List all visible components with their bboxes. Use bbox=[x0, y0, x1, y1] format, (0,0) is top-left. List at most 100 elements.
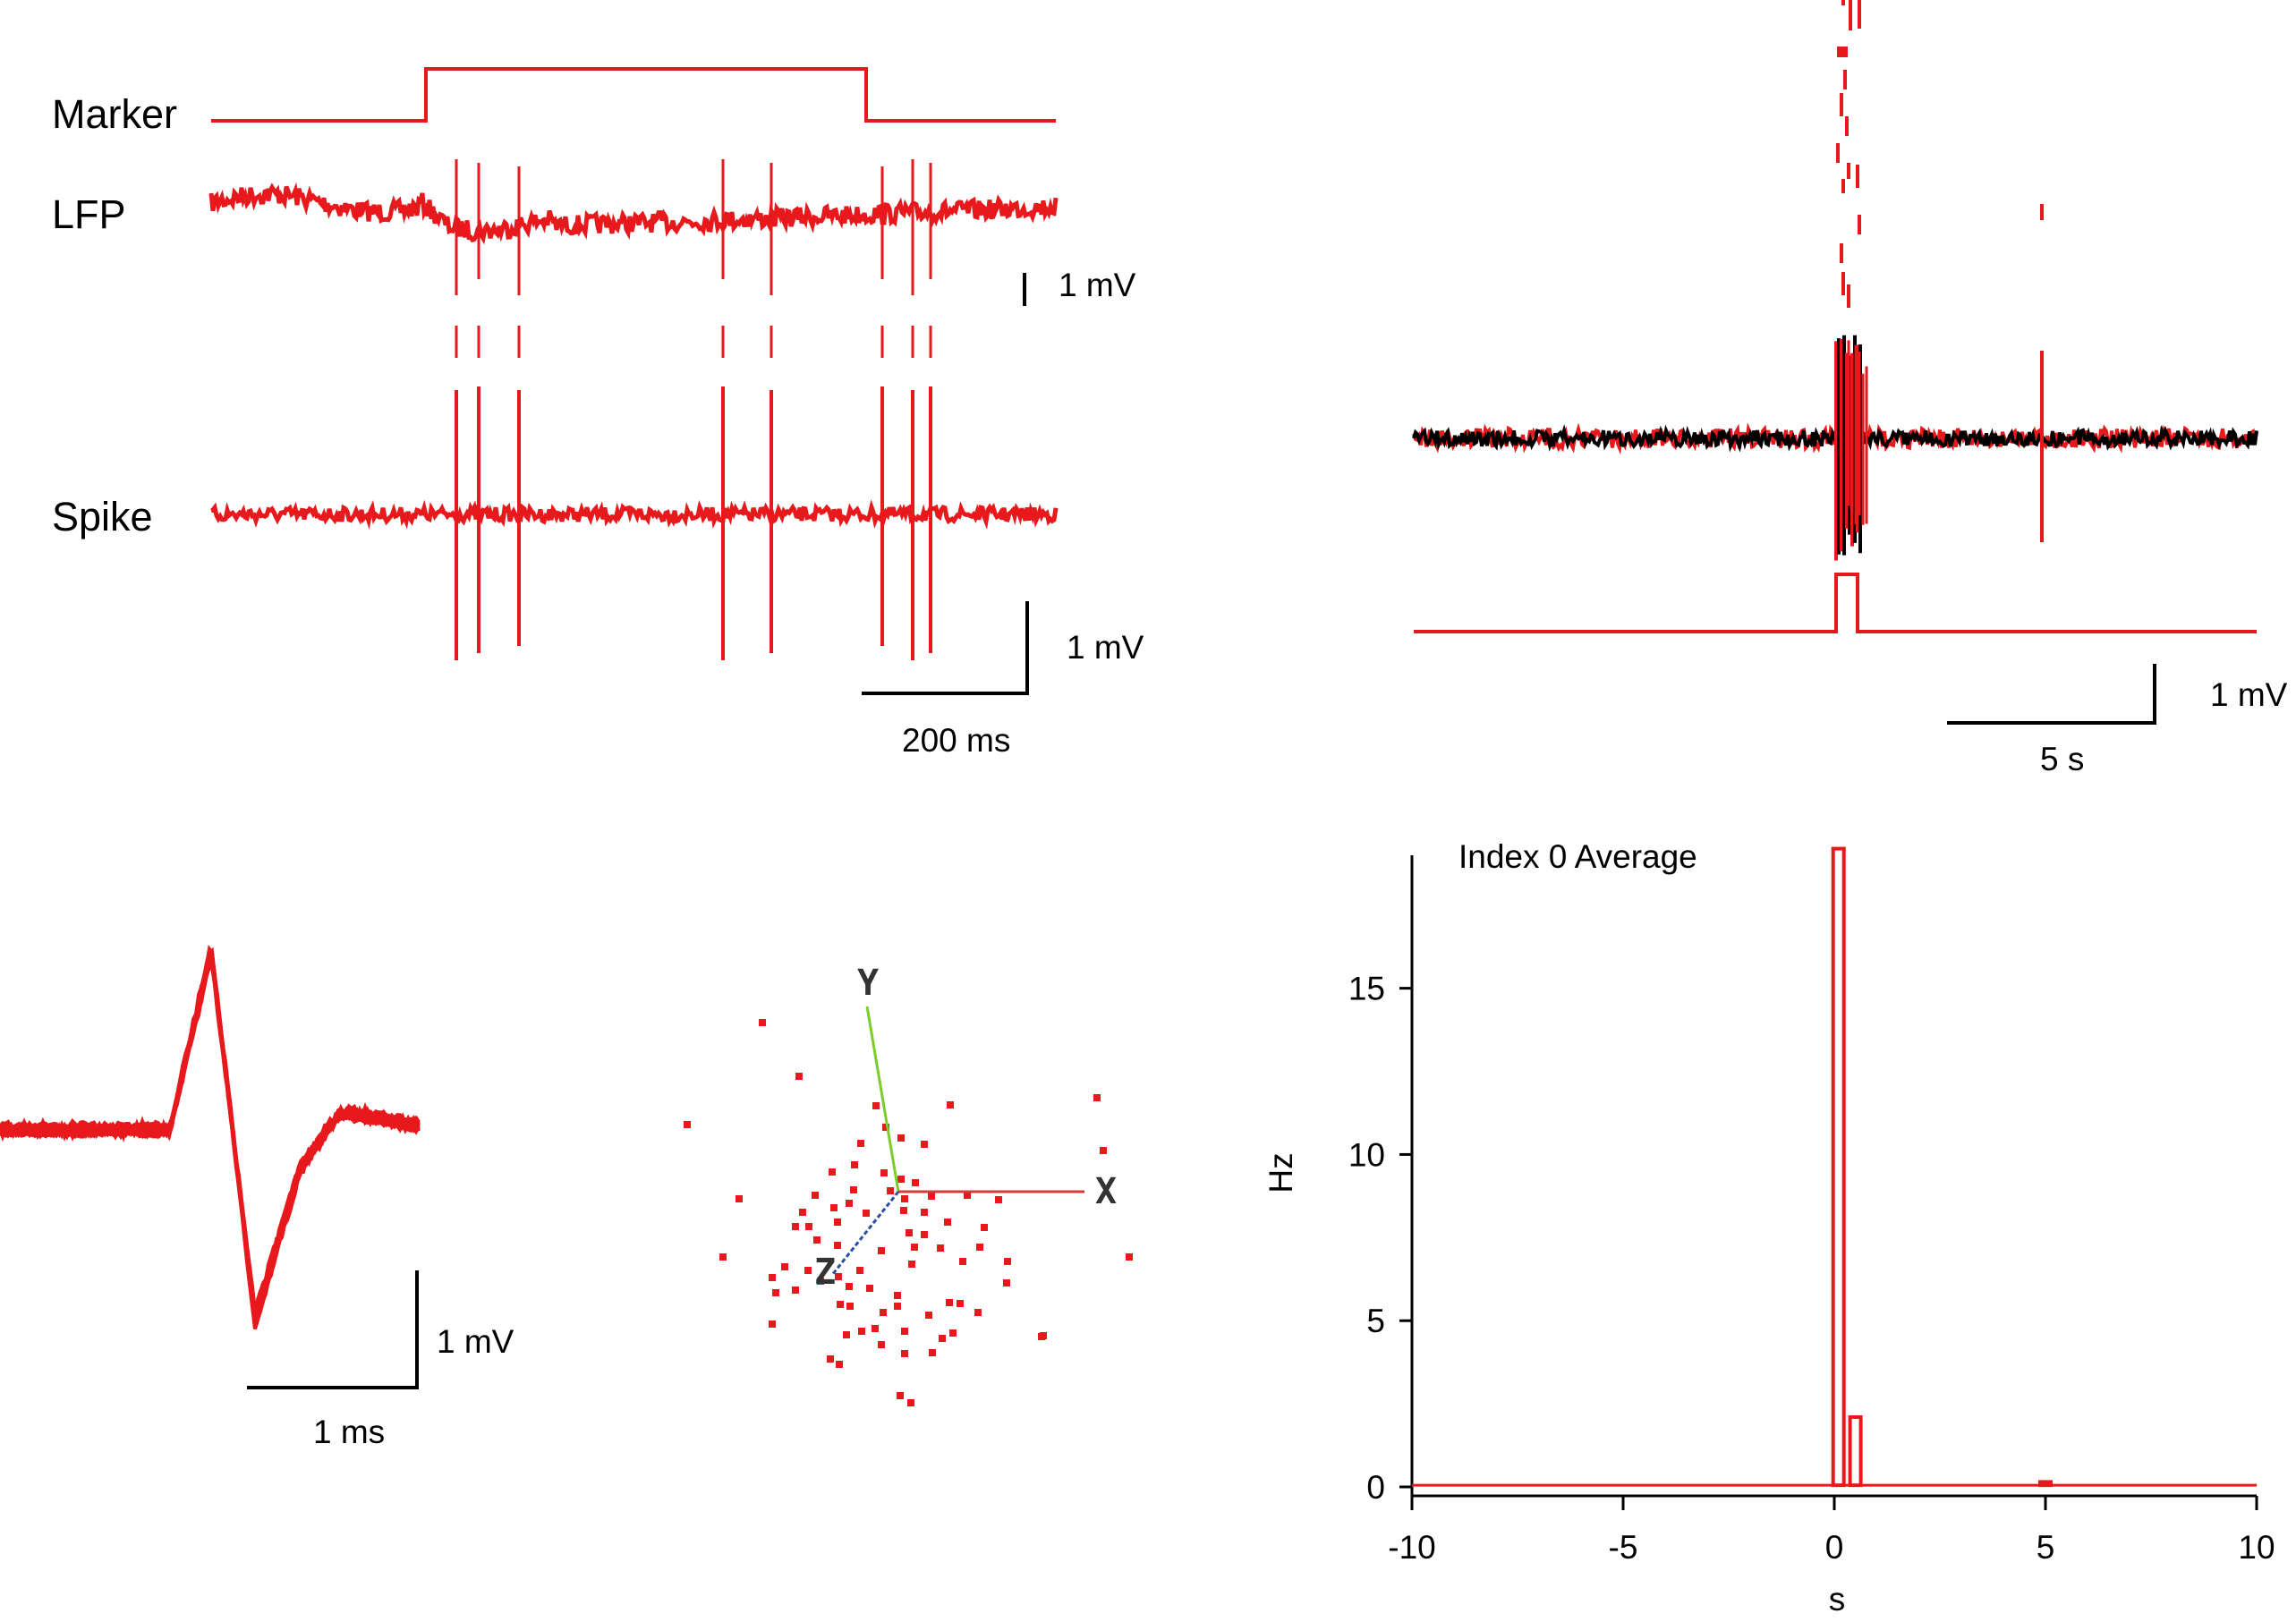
cluster-point bbox=[759, 1019, 766, 1026]
cluster-point bbox=[964, 1192, 971, 1199]
axis-z-label: Z bbox=[814, 1252, 836, 1293]
cluster-point bbox=[894, 1292, 901, 1299]
axis-y-line bbox=[865, 1006, 900, 1193]
cluster-point bbox=[846, 1283, 853, 1290]
cluster-point bbox=[887, 1187, 894, 1194]
psth-bar bbox=[2038, 1480, 2053, 1488]
axis-y-label: Y bbox=[857, 963, 879, 1004]
b-scale-v-label: 1 mV bbox=[2210, 676, 2288, 713]
cluster-point bbox=[872, 1325, 879, 1332]
c-scale-bar bbox=[247, 1270, 419, 1389]
spike-scale-bar bbox=[862, 601, 1029, 695]
raster-column bbox=[1836, 0, 1861, 308]
waveform bbox=[0, 957, 421, 1314]
cluster-point bbox=[925, 1312, 932, 1319]
cluster-point bbox=[901, 1195, 908, 1202]
y-axis-label: Hz bbox=[1263, 1152, 1299, 1193]
cluster-point bbox=[850, 1186, 857, 1193]
spike-scale-t-label: 200 ms bbox=[902, 722, 1010, 759]
raster-ticks bbox=[455, 326, 932, 358]
cluster-point bbox=[908, 1261, 915, 1268]
cluster-point bbox=[929, 1349, 936, 1356]
cluster-point bbox=[813, 1236, 821, 1244]
cluster-point bbox=[846, 1303, 854, 1310]
b-scale-bar bbox=[1947, 664, 2156, 725]
panel-b: 1 mV 5 s bbox=[1412, 0, 2288, 777]
marker-trace bbox=[211, 67, 1056, 123]
axis-x-label: X bbox=[1095, 1171, 1117, 1212]
lfp-scale-label: 1 mV bbox=[1059, 267, 1136, 303]
panel-a: Marker LFP Spike 1 mV 1 mV 200 ms bbox=[52, 67, 1144, 759]
cluster-point bbox=[921, 1209, 928, 1216]
cluster-point bbox=[805, 1223, 812, 1230]
cluster-point bbox=[921, 1231, 928, 1238]
cluster-point bbox=[1126, 1253, 1133, 1261]
cluster-point bbox=[901, 1350, 908, 1357]
y-tick-label: 5 bbox=[1366, 1303, 1385, 1339]
spike-scale-v-label: 1 mV bbox=[1067, 629, 1144, 666]
cluster-point bbox=[1100, 1147, 1107, 1154]
cluster-point bbox=[769, 1274, 776, 1281]
cluster-point bbox=[878, 1247, 885, 1254]
spike-lines bbox=[455, 386, 932, 660]
x-tick-label: 5 bbox=[2037, 1529, 2055, 1566]
burst-spikes bbox=[1834, 335, 1868, 561]
b-scale-t-label: 5 s bbox=[2040, 741, 2084, 777]
cluster-point bbox=[937, 1244, 944, 1252]
waveform bbox=[0, 949, 420, 1323]
cluster-point bbox=[880, 1309, 887, 1316]
cluster-point bbox=[900, 1207, 907, 1214]
cluster-point bbox=[921, 1141, 928, 1148]
cluster-point bbox=[834, 1242, 841, 1249]
cluster-point bbox=[878, 1341, 885, 1348]
waveform bbox=[0, 949, 421, 1329]
cluster-point bbox=[851, 1161, 858, 1168]
waveform bbox=[0, 958, 421, 1325]
cluster-point bbox=[995, 1196, 1002, 1203]
cluster-point bbox=[804, 1267, 812, 1274]
c-scale-v-label: 1 mV bbox=[437, 1323, 514, 1360]
cluster-point bbox=[959, 1258, 966, 1265]
cluster-point bbox=[792, 1287, 799, 1294]
cluster-point bbox=[894, 1303, 901, 1310]
cluster-point bbox=[944, 1219, 951, 1226]
cluster-points bbox=[684, 1019, 1133, 1406]
cluster-point bbox=[866, 1285, 873, 1292]
cluster-point bbox=[897, 1176, 905, 1183]
x-axis-label: s bbox=[1829, 1581, 1846, 1618]
cluster-point bbox=[781, 1263, 788, 1270]
cluster-point bbox=[856, 1267, 863, 1274]
cluster-point bbox=[1093, 1094, 1101, 1101]
waveform bbox=[0, 957, 421, 1319]
cluster-point bbox=[837, 1301, 844, 1308]
cluster-point bbox=[772, 1289, 779, 1296]
psth-bar bbox=[1848, 1414, 1863, 1488]
chart-bars bbox=[1412, 846, 2257, 1488]
panel-e: Index 0 Average 0 5 10 15 -10 -5 0 5 10 Hz s bbox=[1263, 838, 2275, 1618]
cluster-point bbox=[829, 1168, 836, 1176]
waveform bbox=[0, 952, 421, 1329]
cluster-point bbox=[834, 1219, 841, 1226]
cluster-point bbox=[846, 1200, 853, 1207]
cluster-point bbox=[719, 1253, 727, 1261]
lfp-spike-lines bbox=[455, 159, 932, 295]
cluster-point bbox=[857, 1140, 864, 1147]
cluster-point bbox=[830, 1204, 838, 1211]
cluster-point bbox=[912, 1179, 919, 1186]
cluster-point bbox=[863, 1210, 870, 1217]
cluster-point bbox=[939, 1335, 946, 1342]
cluster-point bbox=[835, 1273, 842, 1280]
c-scale-t-label: 1 ms bbox=[313, 1414, 385, 1450]
cluster-point bbox=[882, 1124, 889, 1131]
axis-z-line bbox=[830, 1191, 900, 1276]
cluster-point bbox=[795, 1073, 803, 1080]
waveform bbox=[0, 950, 421, 1330]
cluster-point bbox=[769, 1321, 776, 1328]
chart-axes: 0 5 10 15 -10 -5 0 5 10 bbox=[1348, 855, 2275, 1566]
cluster-point bbox=[976, 1244, 983, 1251]
cluster-point bbox=[872, 1102, 880, 1109]
x-tick-label: 10 bbox=[2238, 1529, 2275, 1566]
cluster-point bbox=[1038, 1333, 1045, 1340]
y-tick-label: 10 bbox=[1348, 1136, 1385, 1173]
chart-title: Index 0 Average bbox=[1458, 838, 1697, 875]
